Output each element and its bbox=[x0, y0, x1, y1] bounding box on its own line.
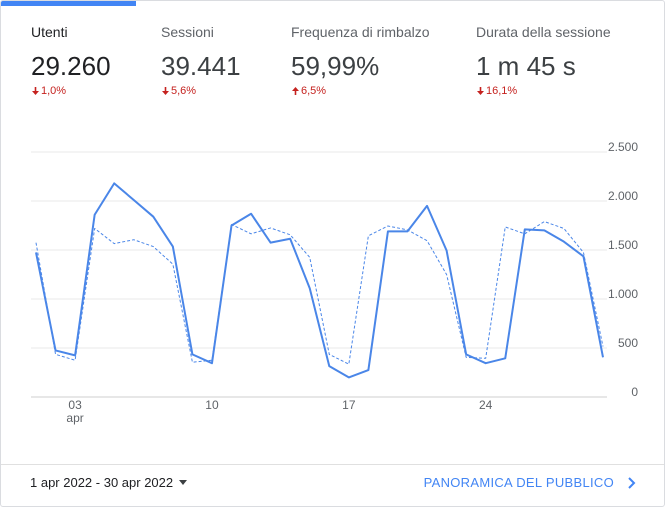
divider bbox=[1, 464, 664, 465]
metric-value: 59,99% bbox=[291, 51, 380, 81]
link-text: PANORAMICA DEL PUBBLICO bbox=[423, 475, 614, 490]
arrow-down bbox=[162, 87, 169, 95]
x-tick-label: 10 bbox=[205, 398, 219, 412]
metric-value: 29.260 bbox=[31, 51, 111, 81]
y-tick-label: 2.000 bbox=[608, 189, 638, 203]
arrow-up bbox=[292, 87, 299, 95]
y-tick-label: 2.500 bbox=[608, 140, 638, 154]
chevron-icon bbox=[628, 476, 636, 489]
comparison-line bbox=[35, 221, 604, 365]
arrow-down bbox=[477, 87, 484, 95]
metric-label: Utenti bbox=[31, 24, 68, 40]
arrow-down bbox=[32, 87, 39, 95]
change-text: 1,0% bbox=[41, 85, 67, 97]
metric-change: 16,1% bbox=[476, 85, 517, 97]
metric-change: 6,5% bbox=[291, 85, 326, 97]
metric-label: Frequenza di rimbalzo bbox=[291, 24, 430, 40]
line-chart: 0 500 1.000 1.500 2.000 2.500 03 10 17 24 apr bbox=[31, 140, 638, 425]
y-tick-label: 1.500 bbox=[608, 238, 638, 252]
audience-overview-link[interactable]: PANORAMICA DEL PUBBLICO bbox=[424, 475, 640, 490]
x-tick-label: 03 bbox=[68, 398, 82, 412]
y-tick-label: 0 bbox=[631, 385, 638, 399]
change-text: 5,6% bbox=[171, 85, 197, 97]
x-tick-label: 24 bbox=[479, 398, 493, 412]
y-tick-label: 500 bbox=[618, 336, 638, 350]
change-text: 6,5% bbox=[301, 85, 327, 97]
metric-value: 1 m 45 s bbox=[476, 51, 576, 81]
metric-label: Durata della sessione bbox=[476, 24, 611, 40]
change-text: 16,1% bbox=[486, 85, 518, 97]
date-range-dropdown[interactable]: 1 apr 2022 - 30 apr 2022 bbox=[30, 475, 193, 490]
metric-change: 1,0% bbox=[31, 85, 66, 97]
x-month-label: apr bbox=[66, 411, 83, 425]
metric-value: 39.441 bbox=[161, 51, 241, 81]
dropdown-arrow bbox=[179, 479, 188, 485]
series-line bbox=[35, 182, 604, 379]
date-range-text: 1 apr 2022 - 30 apr 2022 bbox=[30, 475, 174, 490]
metric-label: Sessioni bbox=[161, 24, 214, 40]
active-tab-indicator bbox=[1, 1, 136, 6]
y-tick-label: 1.000 bbox=[608, 287, 638, 301]
x-tick-label: 17 bbox=[342, 398, 356, 412]
metric-change: 5,6% bbox=[161, 85, 196, 97]
